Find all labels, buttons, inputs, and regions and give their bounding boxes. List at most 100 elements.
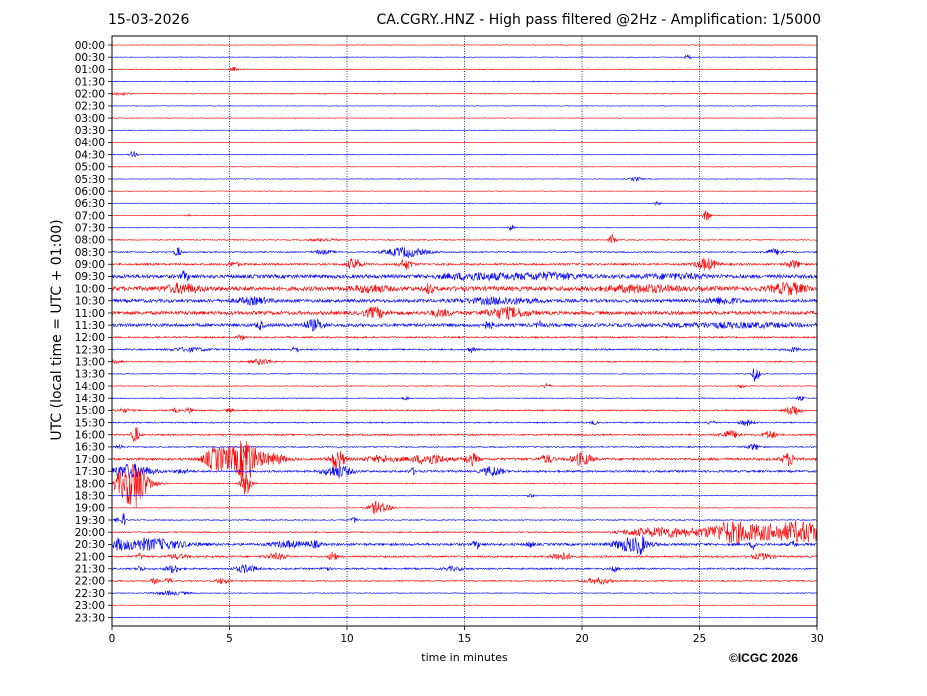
y-tick-label: 11:30: [75, 320, 105, 332]
trace-1330: [111, 368, 818, 382]
trace-0330: [111, 129, 818, 132]
y-tick-label: 15:30: [75, 417, 105, 429]
trace-2300: [111, 604, 818, 607]
y-tick-label: 12:30: [75, 344, 105, 356]
trace-0530: [111, 176, 818, 183]
x-tick-label: 10: [340, 633, 353, 645]
y-tick-label: 06:00: [75, 186, 105, 198]
trace-0500: [111, 166, 818, 168]
trace-1830: [111, 493, 818, 498]
trace-0630: [111, 200, 818, 207]
trace-0930: [111, 269, 818, 282]
y-tick-label: 19:00: [75, 503, 105, 515]
y-tick-label: 02:30: [75, 101, 105, 113]
trace-0730: [111, 224, 818, 231]
y-tick-label: 20:30: [75, 539, 105, 551]
trace-1130: [111, 318, 818, 332]
y-tick-label: 23:00: [75, 600, 105, 612]
y-tick-label: 18:00: [75, 478, 105, 490]
chart-title: CA.CGRY..HNZ - High pass filtered @2Hz -…: [376, 12, 821, 28]
trace-0130: [111, 80, 818, 83]
y-tick-label: 17:00: [75, 454, 105, 466]
x-axis-label: time in minutes: [421, 651, 508, 664]
trace-2330: [111, 616, 818, 619]
trace-layer: [111, 44, 818, 619]
y-tick-label: 06:30: [75, 198, 105, 210]
x-tick-label: 0: [109, 633, 116, 645]
y-tick-label: 05:00: [75, 162, 105, 174]
trace-0430: [111, 150, 818, 158]
trace-1630: [111, 443, 818, 451]
y-tick-label: 08:00: [75, 235, 105, 247]
x-tick-label: 20: [575, 633, 588, 645]
y-tick-label: 18:30: [75, 490, 105, 502]
y-tick-label: 09:00: [75, 259, 105, 271]
y-tick-label: 00:00: [75, 40, 105, 52]
y-tick-label: 09:30: [75, 271, 105, 283]
y-tick-label: 20:00: [75, 527, 105, 539]
y-tick-label: 16:00: [75, 430, 105, 442]
y-tick-label: 04:00: [75, 137, 105, 149]
trace-1600: [111, 427, 818, 443]
y-tick-label: 03:30: [75, 125, 105, 137]
y-tick-label: 07:30: [75, 223, 105, 235]
y-tick-label: 08:30: [75, 247, 105, 259]
grid-layer: [229, 36, 700, 626]
y-tick-label: 14:00: [75, 381, 105, 393]
trace-2100: [111, 551, 818, 561]
trace-1400: [111, 382, 818, 389]
trace-0400: [111, 141, 818, 144]
y-tick-label: 17:30: [75, 466, 105, 478]
y-tick-label: 14:30: [75, 393, 105, 405]
y-tick-label: 03:00: [75, 113, 105, 125]
y-tick-label: 01:00: [75, 64, 105, 76]
trace-0700: [111, 210, 818, 221]
trace-1530: [111, 419, 818, 427]
trace-0600: [111, 190, 818, 192]
trace-2000: [111, 521, 818, 545]
y-tick-label: 05:30: [75, 174, 105, 186]
y-tick-label: 00:30: [75, 52, 105, 64]
page-header-date: 15-03-2026: [108, 12, 190, 28]
y-tick-label: 10:00: [75, 283, 105, 295]
y-tick-label: 22:00: [75, 576, 105, 588]
trace-1030: [111, 296, 818, 306]
trace-1930: [111, 513, 818, 526]
trace-2130: [111, 564, 818, 574]
y-tick-label: 11:00: [75, 308, 105, 320]
trace-0300: [111, 117, 818, 119]
trace-0000: [111, 44, 818, 46]
trace-2230: [111, 589, 818, 596]
trace-1230: [111, 346, 818, 354]
trace-0200: [111, 91, 818, 97]
copyright-text: ©ICGC 2026: [729, 651, 798, 665]
trace-0030: [111, 54, 818, 60]
trace-1100: [111, 306, 818, 321]
trace-0900: [111, 258, 818, 271]
y-tick-label: 21:30: [75, 564, 105, 576]
y-tick-label: 16:30: [75, 442, 105, 454]
trace-0100: [111, 66, 818, 72]
y-tick-label: 07:00: [75, 210, 105, 222]
trace-0830: [111, 246, 818, 258]
trace-1700: [111, 440, 818, 482]
trace-1000: [111, 281, 818, 296]
y-tick-label: 22:30: [75, 588, 105, 600]
y-axis-label: UTC (local time = UTC + 01:00): [49, 219, 65, 441]
y-tick-label: 10:30: [75, 296, 105, 308]
x-tick-label: 15: [458, 633, 471, 645]
trace-0230: [111, 105, 818, 107]
axes-layer: 00:0000:3001:0001:3002:0002:3003:0003:30…: [75, 35, 824, 645]
y-tick-label: 23:30: [75, 612, 105, 624]
trace-1730: [111, 463, 818, 479]
trace-1200: [111, 334, 818, 341]
y-tick-label: 13:30: [75, 369, 105, 381]
trace-1900: [111, 500, 818, 514]
trace-2200: [111, 577, 818, 586]
y-tick-label: 13:00: [75, 356, 105, 368]
trace-1800: [111, 463, 818, 509]
y-tick-label: 04:30: [75, 149, 105, 161]
y-tick-label: 12:00: [75, 332, 105, 344]
y-tick-label: 15:00: [75, 405, 105, 417]
